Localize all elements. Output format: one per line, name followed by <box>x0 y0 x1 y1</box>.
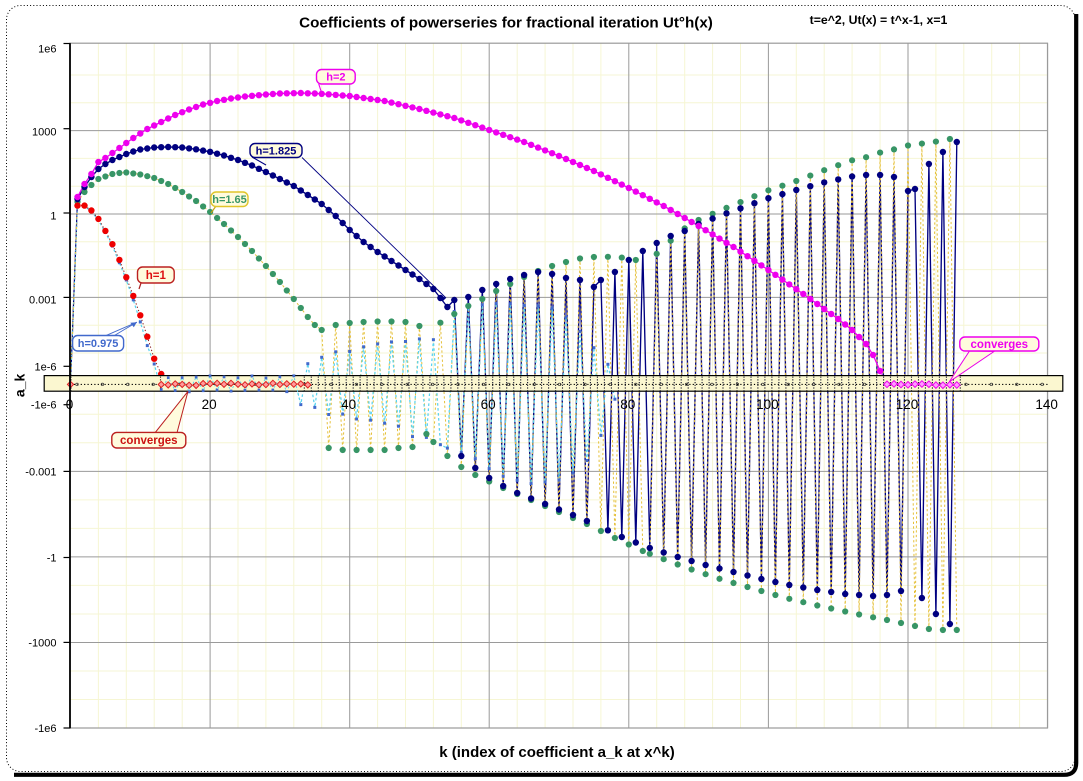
svg-text:60: 60 <box>481 397 496 412</box>
svg-text:converges: converges <box>120 435 178 447</box>
svg-text:1: 1 <box>50 210 56 222</box>
svg-text:-1: -1 <box>47 553 57 565</box>
svg-text:h=1: h=1 <box>146 270 167 282</box>
svg-text:1e6: 1e6 <box>38 44 56 56</box>
svg-text:0: 0 <box>66 397 74 412</box>
svg-text:t=e^2, Ut(x) = t^x-1, x=1: t=e^2, Ut(x) = t^x-1, x=1 <box>810 13 948 27</box>
svg-text:20: 20 <box>202 397 217 412</box>
svg-text:-0.001: -0.001 <box>25 466 56 478</box>
svg-text:-1000: -1000 <box>28 637 56 649</box>
svg-text:Coefficients of powerseries fo: Coefficients of powerseries for fraction… <box>299 15 713 32</box>
svg-text:a_k: a_k <box>12 374 28 398</box>
svg-text:k (index of coefficient a_k at: k (index of coefficient a_k at x^k) <box>439 744 675 761</box>
svg-text:-1e6: -1e6 <box>34 723 56 735</box>
svg-text:h=1.65: h=1.65 <box>212 194 247 206</box>
svg-text:converges: converges <box>971 339 1029 351</box>
svg-text:120: 120 <box>896 397 919 412</box>
svg-text:h=0.975: h=0.975 <box>78 338 119 350</box>
svg-text:1e-6: 1e-6 <box>34 361 56 373</box>
svg-text:100: 100 <box>756 397 779 412</box>
svg-text:80: 80 <box>620 397 635 412</box>
svg-text:1000: 1000 <box>32 126 56 138</box>
svg-text:h=1.825: h=1.825 <box>256 145 297 157</box>
svg-text:-1e-6: -1e-6 <box>31 400 57 412</box>
svg-text:0.001: 0.001 <box>29 295 57 307</box>
svg-text:140: 140 <box>1035 397 1058 412</box>
svg-text:h=2: h=2 <box>326 72 345 84</box>
svg-text:40: 40 <box>341 397 356 412</box>
